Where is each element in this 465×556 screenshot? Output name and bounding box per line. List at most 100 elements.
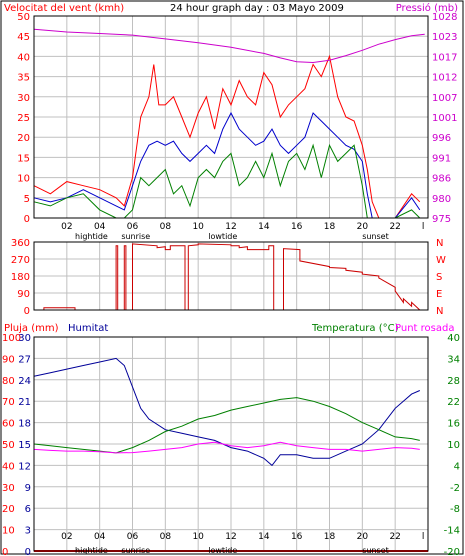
marker-label: hightide: [75, 546, 108, 555]
wind_low-line: [33, 143, 421, 219]
rain-tick-label: 20: [2, 504, 15, 515]
wind-tick-label: 50: [17, 12, 30, 23]
humidity-tick-label: 18: [18, 419, 31, 430]
marker-label: sunrise: [121, 232, 150, 241]
gust-line: [33, 54, 421, 219]
x-tick-label: 08: [160, 532, 172, 542]
wind-tick-label: 25: [17, 113, 30, 124]
x-tick-label: 02: [61, 532, 72, 542]
pressure-tick-label: 1007: [432, 93, 457, 104]
wind-tick-label: 35: [17, 73, 30, 84]
x-tick-label: 22: [389, 222, 400, 232]
pressure-tick-label: 1012: [432, 73, 457, 84]
rain-tick-label: 0: [2, 547, 8, 556]
x-tick-label: 18: [324, 222, 336, 232]
temperature-tick-label: -2: [450, 483, 460, 494]
rain-tick-label: 60: [2, 419, 15, 430]
x-tick-label: 14: [258, 532, 270, 542]
wind-plot-frame: [33, 15, 429, 219]
temperature-tick-label: 10: [447, 440, 460, 451]
humidity-tick-label: 0: [25, 547, 31, 556]
rain-tick-label: 80: [2, 376, 15, 387]
wind-markers: hightide sunrise lowtide sunset: [75, 232, 389, 241]
temperature-y-ticks: -20 -14 -8 -2 4 10 16 22 28 34 40: [444, 333, 460, 556]
dewpoint-axis-label: Punt rosada: [395, 323, 454, 334]
x-tick-label: 10: [192, 532, 204, 542]
pressure-tick-label: 1023: [432, 32, 457, 43]
x-tick-label: 12: [225, 222, 236, 232]
temperature-tick-label: -8: [450, 504, 460, 515]
pressure-tick-label: 1001: [432, 113, 457, 124]
wind-tick-label: 5: [24, 194, 30, 205]
x-tick-label: 02: [61, 222, 72, 232]
pressure-tick-label: 1017: [432, 52, 457, 63]
wind-grid: [34, 16, 428, 218]
pressure-tick-label: 980: [432, 194, 451, 205]
temp-grid: [34, 337, 428, 551]
temperature-line: [33, 397, 420, 454]
humidity-tick-label: 24: [18, 376, 31, 387]
dewpoint-line: [33, 441, 420, 454]
compass-tick-label: E: [436, 289, 442, 300]
pressure-tick-label: 1028: [432, 12, 457, 23]
pressure-line: [33, 28, 425, 64]
x-tick-label: l: [422, 222, 425, 232]
rain-tick-label: 10: [2, 526, 15, 537]
temperature-tick-label: 28: [447, 376, 460, 387]
humidity-tick-label: 12: [18, 461, 31, 472]
x-tick-label: l: [422, 532, 425, 542]
humidity-tick-label: 3: [25, 526, 31, 537]
x-tick-label: 14: [258, 222, 270, 232]
x-tick-label: 18: [324, 532, 336, 542]
direction-tick-label: 90: [17, 289, 30, 300]
temperature-tick-label: 22: [447, 397, 460, 408]
wind-tick-label: 40: [17, 52, 30, 63]
temperature-tick-label: 40: [447, 333, 460, 344]
marker-label: lowtide: [208, 546, 237, 555]
x-tick-label: 22: [389, 532, 400, 542]
direction-degree-ticks: 0 90 180 270 360: [11, 238, 30, 317]
temp-plot-frame: [33, 336, 429, 552]
x-tick-label: 20: [357, 222, 369, 232]
x-tick-label: 06: [127, 222, 139, 232]
compass-tick-label: N: [436, 306, 443, 317]
wind-tick-label: 10: [17, 174, 30, 185]
temperature-tick-label: -20: [444, 547, 460, 556]
direction-tick-label: 360: [11, 238, 30, 249]
marker-label: lowtide: [208, 232, 237, 241]
pressure-tick-label: 991: [432, 153, 451, 164]
marker-label: sunset: [362, 232, 389, 241]
rain-tick-label: 100: [2, 333, 21, 344]
x-tick-label: 20: [357, 532, 369, 542]
pressure-y-ticks: 975 980 986 991 996 1001 1007 1012 1017 1023 1028: [432, 12, 457, 225]
direction-tick-label: 270: [11, 255, 30, 266]
humidity-tick-label: 15: [18, 440, 31, 451]
temp-markers: hightide sunrise lowtide sunset: [75, 546, 389, 555]
humidity-tick-label: 30: [18, 333, 31, 344]
direction-plot-frame: [33, 241, 429, 311]
marker-label: sunset: [362, 546, 389, 555]
direction-tick-label: 180: [11, 272, 30, 283]
pressure-tick-label: 996: [432, 133, 451, 144]
x-tick-label: 06: [127, 532, 139, 542]
wind-tick-label: 15: [17, 153, 30, 164]
humidity-tick-label: 9: [25, 483, 31, 494]
compass-tick-label: W: [436, 255, 446, 266]
temperature-tick-label: 34: [447, 354, 460, 365]
wind-axis-label: Velocitat del vent (kmh): [4, 3, 124, 14]
wind-y-ticks: 0 5 10 15 20 25 30 35 40 45 50: [17, 12, 30, 225]
marker-label: hightide: [75, 232, 108, 241]
rain-tick-label: 70: [2, 397, 15, 408]
humidity-y-ticks: 0 3 6 9 12 15 18 21 24 27 30: [18, 333, 31, 556]
humidity-tick-label: 27: [18, 354, 31, 365]
x-tick-label: 16: [291, 532, 303, 542]
rain-tick-label: 40: [2, 461, 15, 472]
x-tick-label: 10: [192, 222, 204, 232]
wind-tick-label: 20: [17, 133, 30, 144]
wind-series: [33, 28, 425, 219]
